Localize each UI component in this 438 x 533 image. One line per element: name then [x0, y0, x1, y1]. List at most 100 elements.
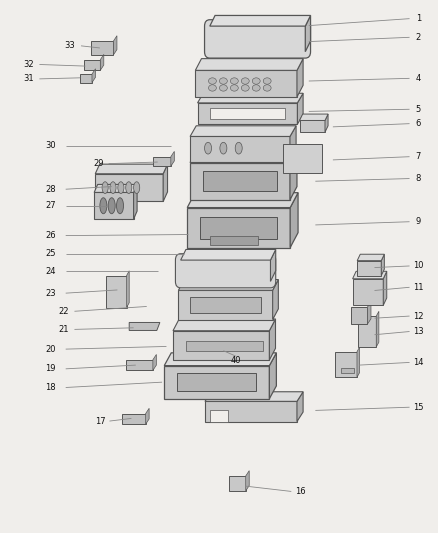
Polygon shape [190, 163, 290, 200]
Polygon shape [198, 103, 297, 124]
Ellipse shape [241, 78, 249, 84]
Text: 10: 10 [413, 262, 424, 270]
Polygon shape [357, 261, 381, 276]
Text: 33: 33 [65, 42, 75, 50]
Polygon shape [134, 184, 137, 219]
Text: 32: 32 [23, 60, 34, 69]
Polygon shape [229, 476, 246, 491]
Polygon shape [126, 360, 153, 370]
Ellipse shape [134, 182, 140, 193]
Text: 28: 28 [45, 185, 56, 193]
Polygon shape [95, 164, 167, 174]
Polygon shape [269, 353, 276, 399]
Text: 8: 8 [416, 174, 421, 183]
Polygon shape [205, 392, 303, 401]
Text: 20: 20 [45, 345, 56, 353]
Polygon shape [210, 15, 311, 26]
Polygon shape [200, 216, 277, 239]
Polygon shape [269, 319, 276, 360]
Polygon shape [91, 41, 113, 55]
Polygon shape [121, 414, 145, 424]
Ellipse shape [219, 85, 227, 91]
Polygon shape [173, 319, 276, 330]
Polygon shape [171, 151, 174, 166]
Polygon shape [113, 36, 117, 55]
Ellipse shape [263, 78, 271, 84]
Polygon shape [290, 193, 298, 247]
Text: 1: 1 [416, 14, 421, 23]
Polygon shape [94, 192, 134, 219]
Ellipse shape [126, 182, 132, 193]
Polygon shape [100, 54, 104, 70]
Ellipse shape [219, 78, 227, 84]
Text: 5: 5 [416, 105, 421, 114]
Text: 13: 13 [413, 327, 424, 336]
Polygon shape [300, 120, 325, 132]
Text: 6: 6 [416, 119, 421, 128]
Text: 7: 7 [416, 152, 421, 161]
Polygon shape [335, 352, 357, 377]
Text: 16: 16 [295, 487, 305, 496]
Polygon shape [351, 307, 367, 324]
Polygon shape [164, 366, 269, 399]
Polygon shape [325, 114, 328, 132]
Ellipse shape [208, 85, 216, 91]
Polygon shape [95, 174, 163, 201]
Polygon shape [190, 136, 290, 162]
Polygon shape [353, 279, 383, 305]
Text: 21: 21 [58, 325, 69, 334]
Text: 4: 4 [416, 74, 421, 83]
Ellipse shape [208, 78, 216, 84]
Ellipse shape [230, 78, 238, 84]
Text: 17: 17 [95, 417, 106, 425]
Polygon shape [94, 184, 137, 192]
Text: 9: 9 [416, 217, 421, 226]
Polygon shape [179, 279, 279, 290]
Ellipse shape [220, 142, 227, 154]
Polygon shape [195, 70, 297, 97]
Polygon shape [198, 93, 303, 103]
Ellipse shape [241, 85, 249, 91]
Polygon shape [358, 316, 376, 347]
Polygon shape [202, 171, 278, 191]
Polygon shape [190, 126, 296, 136]
Polygon shape [179, 290, 272, 320]
Text: 23: 23 [45, 289, 56, 297]
Ellipse shape [102, 182, 108, 193]
Polygon shape [272, 279, 279, 320]
Text: 25: 25 [45, 249, 56, 258]
Polygon shape [190, 297, 261, 313]
Text: 11: 11 [413, 283, 424, 292]
Polygon shape [357, 347, 360, 377]
Polygon shape [129, 322, 160, 330]
Polygon shape [210, 236, 258, 245]
Polygon shape [187, 208, 290, 247]
Ellipse shape [252, 85, 260, 91]
Polygon shape [246, 471, 249, 491]
Ellipse shape [235, 142, 242, 154]
Polygon shape [271, 249, 276, 281]
Ellipse shape [117, 198, 124, 214]
Text: 22: 22 [58, 307, 69, 316]
Text: 26: 26 [45, 231, 56, 240]
Ellipse shape [118, 182, 124, 193]
Polygon shape [305, 15, 311, 52]
Polygon shape [290, 149, 297, 200]
Polygon shape [84, 60, 100, 70]
Polygon shape [210, 410, 228, 422]
Polygon shape [297, 93, 303, 124]
Ellipse shape [205, 142, 212, 154]
Text: 18: 18 [45, 383, 56, 392]
Polygon shape [163, 164, 167, 201]
Text: 24: 24 [45, 267, 56, 276]
Ellipse shape [110, 182, 116, 193]
Polygon shape [300, 114, 328, 120]
Polygon shape [106, 276, 127, 308]
Ellipse shape [252, 78, 260, 84]
Polygon shape [383, 271, 387, 305]
Polygon shape [180, 249, 276, 260]
Polygon shape [153, 157, 171, 166]
Polygon shape [297, 59, 303, 97]
Ellipse shape [100, 198, 107, 214]
Polygon shape [153, 354, 156, 370]
